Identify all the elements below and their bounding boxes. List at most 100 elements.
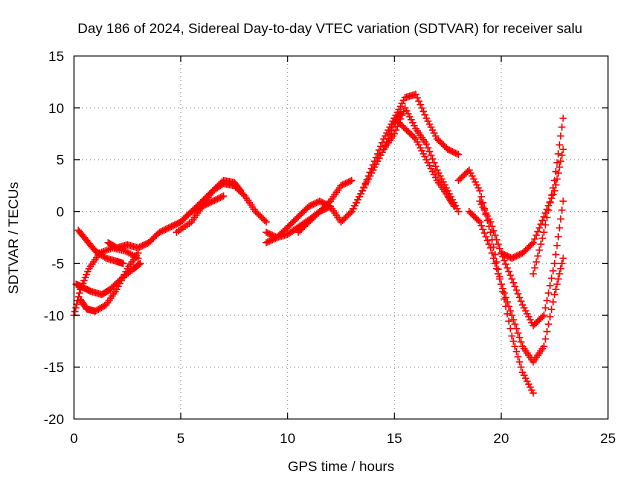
data-markers (70, 90, 567, 397)
y-tick-label: -15 (44, 359, 64, 375)
data-point (100, 253, 109, 261)
data-point (418, 104, 426, 112)
data-point (483, 236, 492, 245)
data-point (535, 246, 543, 254)
data-point (137, 242, 145, 250)
data-point (267, 230, 275, 239)
data-point (491, 231, 499, 239)
data-point (557, 157, 565, 165)
data-point (415, 97, 423, 105)
data-point (416, 100, 424, 109)
data-point (444, 145, 452, 153)
data-point (262, 218, 270, 226)
data-point (494, 240, 502, 248)
data-point (555, 224, 564, 232)
data-point (204, 199, 212, 208)
data-point (488, 222, 496, 230)
data-point (512, 252, 521, 260)
data-point (431, 162, 440, 170)
data-point (346, 177, 354, 185)
data-point (508, 332, 516, 340)
y-tick-label: -10 (44, 307, 64, 323)
data-point (367, 165, 376, 173)
data-point (428, 155, 437, 163)
data-point (543, 205, 551, 213)
data-point (164, 224, 173, 232)
data-point (482, 233, 490, 241)
data-point (265, 237, 273, 245)
data-point (163, 225, 171, 233)
data-point (486, 218, 495, 226)
data-point (543, 327, 551, 336)
data-point (262, 239, 270, 247)
data-point (538, 216, 546, 225)
data-point (454, 207, 463, 216)
data-point (553, 280, 561, 288)
data-point (505, 253, 513, 261)
data-point (317, 198, 325, 206)
data-point (503, 264, 511, 272)
series-arc-4 (74, 226, 127, 268)
data-point (551, 176, 559, 185)
data-point (430, 159, 438, 167)
data-point (499, 285, 507, 293)
data-point (476, 187, 484, 195)
data-point (544, 206, 553, 214)
data-point (506, 325, 514, 333)
data-point (514, 329, 522, 337)
data-point (544, 320, 553, 328)
y-tick-label: 15 (48, 48, 64, 64)
data-point (485, 240, 493, 248)
data-point (218, 193, 226, 201)
y-tick-label: 5 (56, 152, 64, 168)
data-point (559, 114, 567, 122)
data-point (528, 240, 536, 248)
data-point (200, 202, 208, 210)
data-point (505, 267, 513, 276)
series-arc-3 (76, 249, 142, 315)
data-point (212, 196, 220, 204)
data-point (399, 107, 408, 116)
data-point (422, 140, 431, 148)
data-point (216, 193, 225, 202)
data-point (219, 192, 228, 200)
data-point (100, 302, 109, 310)
data-point (197, 203, 205, 211)
data-point (552, 250, 560, 259)
data-point (517, 363, 525, 371)
y-tick-label: 0 (56, 204, 64, 220)
data-point (192, 205, 200, 213)
data-point (480, 229, 489, 237)
data-point (552, 285, 560, 293)
data-point (496, 275, 504, 283)
data-point (306, 202, 315, 210)
data-point (508, 311, 516, 319)
x-tick-label: 25 (600, 430, 616, 446)
data-point (514, 353, 522, 361)
data-point (237, 187, 245, 195)
y-tick-label: -5 (52, 255, 65, 271)
data-point (532, 231, 540, 239)
data-point (486, 228, 495, 236)
data-point (496, 245, 504, 253)
data-point (363, 176, 371, 184)
data-point (514, 290, 522, 298)
data-point (502, 293, 510, 302)
data-point (198, 202, 206, 210)
data-point (464, 167, 472, 176)
data-point (261, 216, 269, 225)
data-point (488, 249, 496, 257)
data-point (499, 250, 507, 258)
data-point (554, 233, 562, 241)
data-point (559, 145, 567, 153)
data-point (531, 264, 539, 272)
data-point (308, 201, 316, 209)
data-point (515, 293, 524, 302)
data-point (549, 267, 557, 275)
data-point (489, 227, 498, 235)
data-point (366, 168, 374, 176)
data-point (312, 199, 321, 207)
data-point (529, 389, 537, 397)
data-point (236, 186, 244, 194)
